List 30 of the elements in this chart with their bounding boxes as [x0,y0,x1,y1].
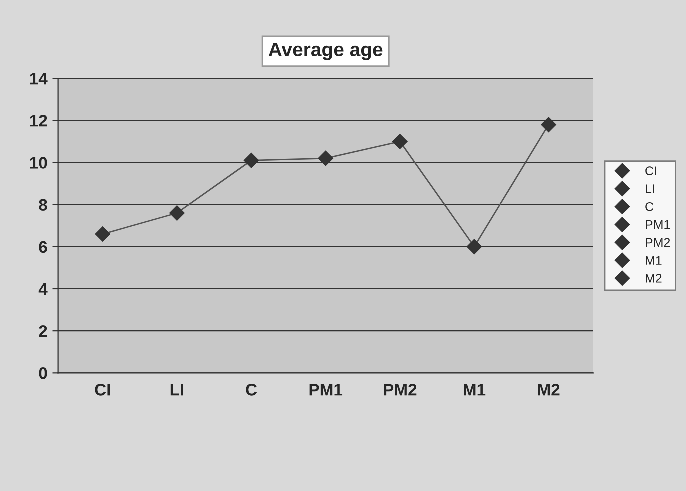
chart-title: Average age [268,42,383,60]
y-tick-label: 6 [39,241,48,254]
point [392,134,408,150]
x-tick-label: LI [170,384,184,396]
legend-label: PM1 [646,220,670,230]
legend-label: PM2 [646,238,670,247]
x-tick-label: C [246,384,258,396]
x-tick-label: PM1 [310,384,343,396]
y-tick-label: 14 [30,73,48,85]
legend-label: M1 [646,256,662,265]
legend-label: C [646,202,654,212]
point [170,206,185,221]
x-tick-label: M1 [464,384,486,396]
y-tick-label: 0 [39,368,48,380]
y-tick-label: 8 [39,199,48,212]
y-tick-label: 12 [30,115,48,127]
point [466,239,482,254]
x-tick-label: PM2 [384,384,417,396]
x-tick-label: CI [95,384,110,396]
point [95,226,110,242]
point [318,150,334,166]
y-tick-label: 2 [39,325,48,338]
legend-label: LI [646,184,654,194]
legend-label: CI [646,166,656,176]
point [541,117,556,132]
x-tick-label: M2 [538,384,560,396]
legend-label: M2 [646,274,662,283]
y-tick-label: 10 [30,157,48,169]
y-tick-label: 4 [38,284,48,296]
point [244,153,260,168]
